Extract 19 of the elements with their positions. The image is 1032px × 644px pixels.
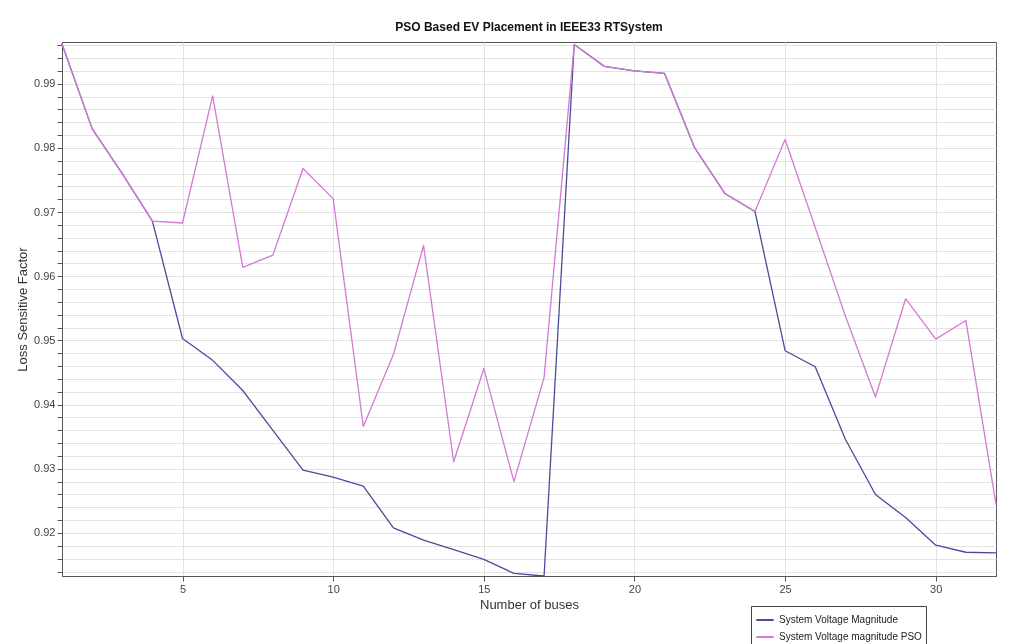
y-tick-label: 0.99: [34, 77, 56, 90]
x-tick-label: 25: [779, 582, 792, 595]
x-tick-label: 15: [478, 582, 491, 595]
y-tick-label: 0.96: [34, 269, 56, 282]
chart-title: PSO Based EV Placement in IEEE33 RTSystem: [395, 20, 663, 34]
y-tick-label: 0.98: [34, 141, 56, 154]
x-tick-label: 20: [628, 582, 642, 595]
y-axis-title: Loss Sensitive Factor: [15, 246, 31, 372]
y-tick-label: 0.94: [34, 398, 56, 411]
legend-label: System Voltage Magnitude: [779, 614, 899, 625]
y-tick-label: 0.97: [34, 205, 56, 218]
y-tick-label: 0.92: [34, 526, 56, 539]
x-tick-label: 5: [179, 582, 187, 595]
y-tick-label: 0.93: [34, 462, 56, 475]
x-tick-label: 30: [930, 582, 943, 595]
legend-label: System Voltage magnitude PSO: [779, 631, 923, 642]
x-axis-title: Number of buses: [480, 596, 580, 612]
y-tick-label: 0.95: [34, 333, 56, 346]
x-tick-label: 10: [327, 582, 340, 595]
